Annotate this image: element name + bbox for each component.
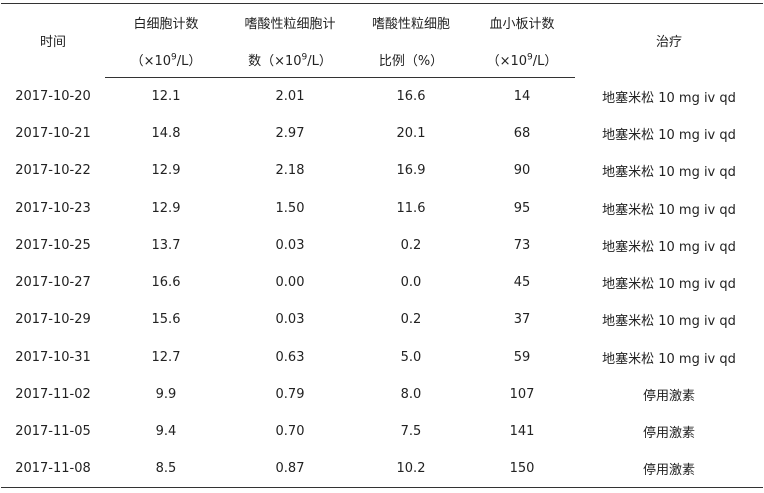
cell-date: 2017-10-20 <box>15 88 91 104</box>
cell-treatment: 地塞米松 10 mg iv qd <box>602 351 736 367</box>
header-eos-count-line1: 嗜酸性粒细胞计 <box>227 3 353 42</box>
table-row: 2017-10-21 14.8 2.97 20.1 68 地塞米松 10 mg … <box>1 115 763 152</box>
cell-treatment: 地塞米松 10 mg iv qd <box>602 127 736 143</box>
lab-results-table: 时间 白细胞计数 嗜酸性粒细胞计 嗜酸性粒细胞 血小板计数 治疗 （×109/L… <box>1 3 763 489</box>
cell-date: 2017-11-08 <box>1 450 105 489</box>
table-row: 2017-10-25 13.7 0.03 0.2 73 地塞米松 10 mg i… <box>1 227 763 264</box>
cell-wbc: 15.6 <box>151 312 181 328</box>
cell-wbc: 12.9 <box>151 200 181 216</box>
cell-eos-count: 2.97 <box>275 125 305 141</box>
cell-date: 2017-11-02 <box>15 387 91 403</box>
cell-eos-count: 0.70 <box>275 424 305 440</box>
header-eos-ratio-line1: 嗜酸性粒细胞 <box>353 3 469 42</box>
cell-eos-count: 0.03 <box>275 237 305 253</box>
table-row: 2017-11-05 9.4 0.70 7.5 141 停用激素 <box>1 413 763 450</box>
cell-date: 2017-10-27 <box>15 275 91 291</box>
cell-date: 2017-10-22 <box>15 163 91 179</box>
cell-platelet: 37 <box>513 312 531 328</box>
cell-eos-count: 0.79 <box>275 387 305 403</box>
table-row: 2017-11-02 9.9 0.79 8.0 107 停用激素 <box>1 376 763 413</box>
cell-wbc: 8.5 <box>105 450 227 489</box>
cell-eos-ratio: 10.2 <box>353 450 469 489</box>
table-row: 2017-10-22 12.9 2.18 16.9 90 地塞米松 10 mg … <box>1 152 763 189</box>
header-platelet-line1: 血小板计数 <box>469 3 575 42</box>
cell-eos-ratio: 20.1 <box>396 125 426 141</box>
cell-platelet: 59 <box>513 349 531 365</box>
cell-wbc: 16.6 <box>151 275 181 291</box>
cell-wbc: 9.9 <box>155 387 177 403</box>
cell-eos-ratio: 7.5 <box>400 424 422 440</box>
cell-treatment: 地塞米松 10 mg iv qd <box>602 202 736 218</box>
cell-eos-count: 0.87 <box>227 450 353 489</box>
cell-date: 2017-10-21 <box>15 125 91 141</box>
cell-date: 2017-10-25 <box>15 237 91 253</box>
cell-platelet: 107 <box>509 387 535 403</box>
header-platelet-unit: （×109/L） <box>469 41 575 78</box>
cell-eos-count: 1.50 <box>275 200 305 216</box>
cell-wbc: 9.4 <box>155 424 177 440</box>
cell-wbc: 12.9 <box>151 163 181 179</box>
cell-eos-ratio: 0.0 <box>400 275 422 291</box>
cell-eos-count: 0.00 <box>275 275 305 291</box>
cell-date: 2017-10-31 <box>15 349 91 365</box>
cell-treatment: 停用激素 <box>642 389 695 405</box>
cell-platelet: 141 <box>509 424 535 440</box>
cell-treatment: 地塞米松 10 mg iv qd <box>602 314 736 330</box>
table-row: 2017-10-23 12.9 1.50 11.6 95 地塞米松 10 mg … <box>1 189 763 226</box>
cell-platelet: 45 <box>513 275 531 291</box>
cell-treatment: 地塞米松 10 mg iv qd <box>602 277 736 293</box>
cell-treatment: 地塞米松 10 mg iv qd <box>602 239 736 255</box>
header-wbc-line1: 白细胞计数 <box>105 3 227 42</box>
cell-eos-ratio: 0.2 <box>400 237 422 253</box>
cell-treatment: 地塞米松 10 mg iv qd <box>602 90 736 106</box>
cell-wbc: 13.7 <box>151 237 181 253</box>
header-row-top: 时间 白细胞计数 嗜酸性粒细胞计 嗜酸性粒细胞 血小板计数 治疗 <box>1 3 763 78</box>
header-eos-ratio-unit: 比例（%） <box>353 41 469 78</box>
cell-eos-count: 0.03 <box>275 312 305 328</box>
cell-treatment: 停用激素 <box>642 426 695 442</box>
cell-wbc: 12.7 <box>151 349 181 365</box>
cell-platelet: 150 <box>469 450 575 489</box>
cell-eos-count: 0.63 <box>275 349 305 365</box>
table-row: 2017-10-29 15.6 0.03 0.2 37 地塞米松 10 mg i… <box>1 301 763 338</box>
cell-date: 2017-11-05 <box>15 424 91 440</box>
header-wbc-unit: （×109/L） <box>105 41 227 78</box>
cell-platelet: 68 <box>513 125 531 141</box>
table-row: 2017-11-08 8.5 0.87 10.2 150 停用激素 <box>1 450 763 489</box>
table-row: 2017-10-20 12.1 2.01 16.6 14 地塞米松 10 mg … <box>1 78 763 115</box>
cell-eos-ratio: 8.0 <box>400 387 422 403</box>
table-header: 时间 白细胞计数 嗜酸性粒细胞计 嗜酸性粒细胞 血小板计数 治疗 （×109/L… <box>1 3 763 78</box>
cell-eos-count: 2.18 <box>275 163 305 179</box>
cell-platelet: 90 <box>513 163 531 179</box>
header-date: 时间 <box>1 3 105 78</box>
cell-eos-ratio: 11.6 <box>396 200 426 216</box>
cell-date: 2017-10-29 <box>15 312 91 328</box>
header-treatment: 治疗 <box>575 3 763 78</box>
cell-wbc: 14.8 <box>151 125 181 141</box>
cell-date: 2017-10-23 <box>15 200 91 216</box>
cell-treatment: 地塞米松 10 mg iv qd <box>602 165 736 181</box>
header-eos-count-unit: 数（×109/L） <box>227 41 353 78</box>
cell-platelet: 95 <box>513 200 531 216</box>
cell-treatment: 停用激素 <box>575 450 763 489</box>
cell-eos-ratio: 5.0 <box>400 349 422 365</box>
cell-eos-ratio: 16.9 <box>396 163 426 179</box>
cell-eos-count: 2.01 <box>275 88 305 104</box>
header-row-bottom: （×109/L） 数（×109/L） 比例（%） （×109/L） <box>1 41 763 78</box>
table-body: 2017-10-20 12.1 2.01 16.6 14 地塞米松 10 mg … <box>1 78 763 489</box>
cell-eos-ratio: 0.2 <box>400 312 422 328</box>
table-row: 2017-10-31 12.7 0.63 5.0 59 地塞米松 10 mg i… <box>1 339 763 376</box>
cell-platelet: 14 <box>513 88 531 104</box>
table-row: 2017-10-27 16.6 0.00 0.0 45 地塞米松 10 mg i… <box>1 264 763 301</box>
cell-platelet: 73 <box>513 237 531 253</box>
cell-wbc: 12.1 <box>151 88 181 104</box>
cell-eos-ratio: 16.6 <box>396 88 426 104</box>
